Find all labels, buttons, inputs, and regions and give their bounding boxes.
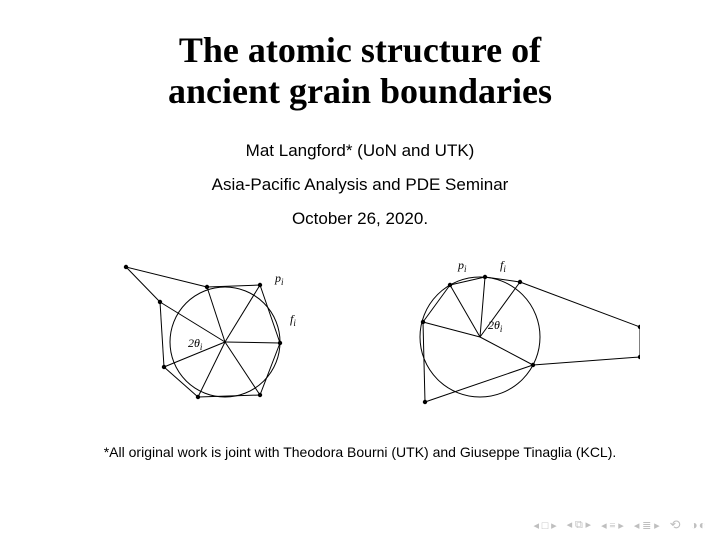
nav-search-icon[interactable]: ◑ ◐	[691, 518, 707, 533]
svg-text:fi: fi	[290, 312, 296, 328]
seminar-line: Asia-Pacific Analysis and PDE Seminar	[212, 175, 509, 195]
footnote: *All original work is joint with Theodor…	[74, 444, 647, 460]
svg-text:pi: pi	[457, 258, 467, 274]
svg-text:2θi: 2θi	[188, 336, 203, 352]
nav-back-icon[interactable]: ⟲	[670, 517, 681, 533]
title-line1: The atomic structure of	[179, 30, 541, 70]
diagram-svg: pi fi 2θi pi fi 2θi	[80, 247, 640, 422]
nav-first-icon[interactable]: ◂ □ ▸	[533, 519, 556, 532]
slide-title: The atomic structure of ancient grain bo…	[168, 30, 552, 113]
svg-text:fi: fi	[500, 258, 506, 274]
nav-frame-icon[interactable]: ◂ ⧉ ▸	[567, 518, 591, 532]
svg-text:2θi: 2θi	[488, 318, 503, 334]
author-line: Mat Langford* (UoN and UTK)	[246, 141, 475, 161]
beamer-nav-bar: ◂ □ ▸ ◂ ⧉ ▸ ◂ ≡ ▸ ◂ ≣ ▸ ⟲ ◑ ◐	[533, 517, 706, 533]
svg-text:pi: pi	[274, 271, 284, 287]
title-line2: ancient grain boundaries	[168, 71, 552, 111]
nav-subsection-icon[interactable]: ◂ ≣ ▸	[634, 519, 660, 532]
nav-section-icon[interactable]: ◂ ≡ ▸	[601, 519, 624, 532]
date-line: October 26, 2020.	[292, 209, 428, 229]
